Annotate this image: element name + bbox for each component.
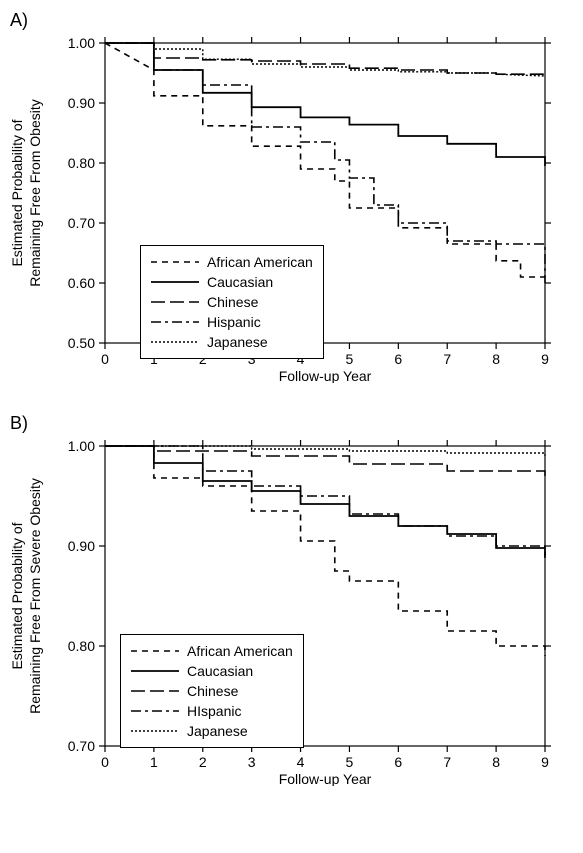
legend-row: African American (151, 252, 313, 272)
legend-swatch (131, 704, 179, 718)
x-tick-label: 0 (101, 351, 109, 367)
y-tick-label: 1.00 (68, 35, 95, 51)
legend-label: Hispanic (207, 314, 261, 330)
series-line (105, 43, 545, 277)
legend-row: Hispanic (151, 312, 313, 332)
legend-label: African American (207, 254, 313, 270)
y-axis-label: Estimated Probability ofRemaining Free F… (10, 99, 43, 287)
legend-swatch (131, 684, 179, 698)
x-tick-label: 3 (248, 754, 256, 770)
chart-wrap: 0.70 0.80 0.90 1.00 0 1 2 3 4 5 6 7 8 9 Estimated Prob… (10, 436, 573, 786)
series-line (105, 446, 545, 558)
y-tick-label: 0.60 (68, 275, 95, 291)
legend-label: Japanese (207, 334, 268, 350)
legend-swatch (151, 335, 199, 349)
legend-label: Japanese (187, 723, 248, 739)
legend-swatch (151, 255, 199, 269)
x-tick-label: 8 (492, 754, 500, 770)
legend-swatch (151, 315, 199, 329)
legend-label: Chinese (187, 683, 238, 699)
series-line (105, 43, 545, 166)
y-tick-label: 0.70 (68, 215, 95, 231)
x-tick-label: 4 (297, 754, 305, 770)
legend-row: Japanese (131, 721, 293, 741)
x-tick-label: 7 (443, 351, 451, 367)
legend-swatch (151, 295, 199, 309)
y-tick-label: 0.80 (68, 638, 95, 654)
y-tick-label: 0.90 (68, 95, 95, 111)
legend-label: Caucasian (207, 274, 273, 290)
x-axis-label: Follow-up Year (279, 771, 372, 786)
legend-swatch (131, 664, 179, 678)
x-tick-label: 5 (346, 754, 354, 770)
x-tick-label: 8 (492, 351, 500, 367)
x-tick-label: 6 (394, 754, 402, 770)
series-line (105, 446, 545, 656)
legend-swatch (151, 275, 199, 289)
x-tick-label: 5 (346, 351, 354, 367)
series-line (105, 446, 545, 476)
legend-row: Chinese (151, 292, 313, 312)
y-tick-label: 0.50 (68, 335, 95, 351)
legend-swatch (131, 724, 179, 738)
legend-label: HIspanic (187, 703, 241, 719)
x-tick-label: 2 (199, 754, 207, 770)
x-tick-label: 9 (541, 754, 549, 770)
x-tick-label: 6 (394, 351, 402, 367)
chart-wrap: 0.500.600.700.800.901.000123456789Estima… (10, 33, 573, 383)
y-axis-label: Estimated Probability ofRemaining Free F… (10, 478, 43, 714)
y-tick-label: 0.90 (68, 538, 95, 554)
x-tick-label: 7 (443, 754, 451, 770)
y-tick-label: 0.70 (68, 738, 95, 754)
legend-swatch (131, 644, 179, 658)
x-tick-label: 0 (101, 754, 109, 770)
panel-label: A) (10, 10, 573, 31)
legend-row: Caucasian (131, 661, 293, 681)
legend-label: Caucasian (187, 663, 253, 679)
x-tick-label: 1 (150, 754, 158, 770)
legend-row: Japanese (151, 332, 313, 352)
legend-label: Chinese (207, 294, 258, 310)
legend: African American Caucasian Chinese HIspanic… (120, 634, 304, 748)
legend-row: African American (131, 641, 293, 661)
panel-a: A)0.500.600.700.800.901.000123456789Esti… (10, 10, 573, 383)
y-tick-label: 0.80 (68, 155, 95, 171)
y-tick-label: 1.00 (68, 438, 95, 454)
x-tick-label: 9 (541, 351, 549, 367)
panel-label: B) (10, 413, 573, 434)
legend-row: Caucasian (151, 272, 313, 292)
legend-label: African American (187, 643, 293, 659)
panel-b: B) 0.70 0.80 0.90 1.00 0 1 2 3 4 5 6 7 8 9 Estimated Pr… (10, 413, 573, 786)
series-line (105, 43, 545, 76)
legend: African American Caucasian Chinese Hispanic… (140, 245, 324, 359)
legend-row: HIspanic (131, 701, 293, 721)
x-axis-label: Follow-up Year (279, 368, 372, 383)
legend-row: Chinese (131, 681, 293, 701)
